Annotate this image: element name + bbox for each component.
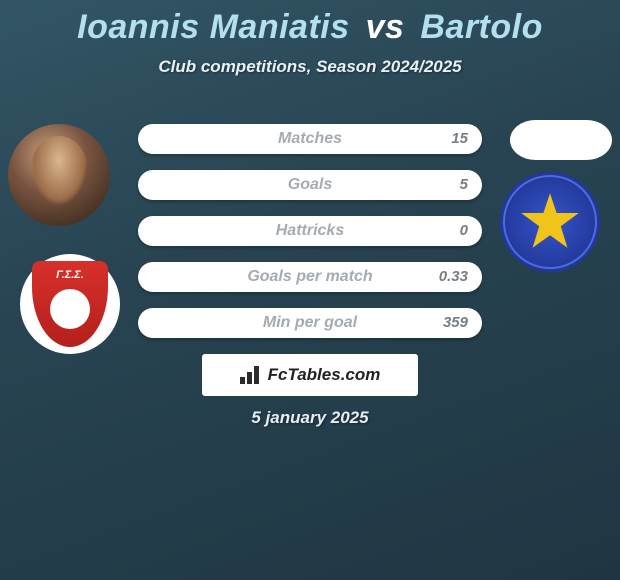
stat-value-right: 359 — [443, 308, 468, 338]
stat-value-right: 5 — [460, 170, 468, 200]
player2-avatar — [510, 120, 612, 160]
stat-bar: Hattricks 0 — [138, 216, 482, 246]
stat-value-right: 0 — [460, 216, 468, 246]
stat-bar: Goals per match 0.33 — [138, 262, 482, 292]
asteras-star-icon — [520, 192, 580, 252]
date-line: 5 january 2025 — [0, 408, 620, 428]
subtitle: Club competitions, Season 2024/2025 — [0, 57, 620, 77]
title-vs: vs — [366, 8, 405, 46]
player1-avatar — [8, 124, 110, 226]
stat-label: Goals per match — [138, 262, 482, 292]
fctables-badge[interactable]: FcTables.com — [202, 354, 418, 396]
stat-bar: Matches 15 — [138, 124, 482, 154]
stat-label: Hattricks — [138, 216, 482, 246]
page-title: Ioannis Maniatis vs Bartolo — [0, 0, 620, 47]
stat-bar: Goals 5 — [138, 170, 482, 200]
stat-bars: Matches 15 Goals 5 Hattricks 0 Goals per… — [138, 124, 482, 354]
bar-chart-icon — [240, 366, 262, 384]
fctables-text: FcTables.com — [268, 365, 381, 385]
stat-label: Matches — [138, 124, 482, 154]
player1-name: Ioannis Maniatis — [77, 8, 350, 46]
panionios-shield-icon — [32, 261, 108, 347]
player2-club-badge — [500, 172, 600, 272]
comparison-card: Ioannis Maniatis vs Bartolo Club competi… — [0, 0, 620, 580]
stat-value-right: 0.33 — [439, 262, 468, 292]
player2-name: Bartolo — [420, 8, 543, 46]
stat-label: Goals — [138, 170, 482, 200]
player1-club-badge — [20, 254, 120, 354]
stat-label: Min per goal — [138, 308, 482, 338]
stat-value-right: 15 — [451, 124, 468, 154]
stat-bar: Min per goal 359 — [138, 308, 482, 338]
